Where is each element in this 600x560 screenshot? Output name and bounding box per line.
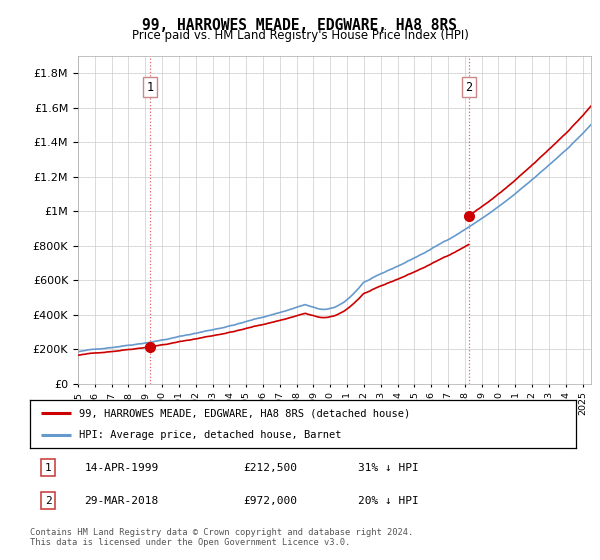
- Text: 1: 1: [146, 81, 154, 94]
- Text: 31% ↓ HPI: 31% ↓ HPI: [358, 463, 418, 473]
- Text: 99, HARROWES MEADE, EDGWARE, HA8 8RS (detached house): 99, HARROWES MEADE, EDGWARE, HA8 8RS (de…: [79, 408, 410, 418]
- Text: 29-MAR-2018: 29-MAR-2018: [85, 496, 159, 506]
- Text: 20% ↓ HPI: 20% ↓ HPI: [358, 496, 418, 506]
- Text: 2: 2: [466, 81, 472, 94]
- Text: 1: 1: [44, 463, 52, 473]
- Text: 2: 2: [44, 496, 52, 506]
- Text: HPI: Average price, detached house, Barnet: HPI: Average price, detached house, Barn…: [79, 430, 341, 440]
- Text: 99, HARROWES MEADE, EDGWARE, HA8 8RS: 99, HARROWES MEADE, EDGWARE, HA8 8RS: [143, 18, 458, 33]
- Text: Price paid vs. HM Land Registry's House Price Index (HPI): Price paid vs. HM Land Registry's House …: [131, 29, 469, 42]
- Text: 14-APR-1999: 14-APR-1999: [85, 463, 159, 473]
- Text: Contains HM Land Registry data © Crown copyright and database right 2024.
This d: Contains HM Land Registry data © Crown c…: [30, 528, 413, 547]
- Text: £212,500: £212,500: [243, 463, 297, 473]
- Text: £972,000: £972,000: [243, 496, 297, 506]
